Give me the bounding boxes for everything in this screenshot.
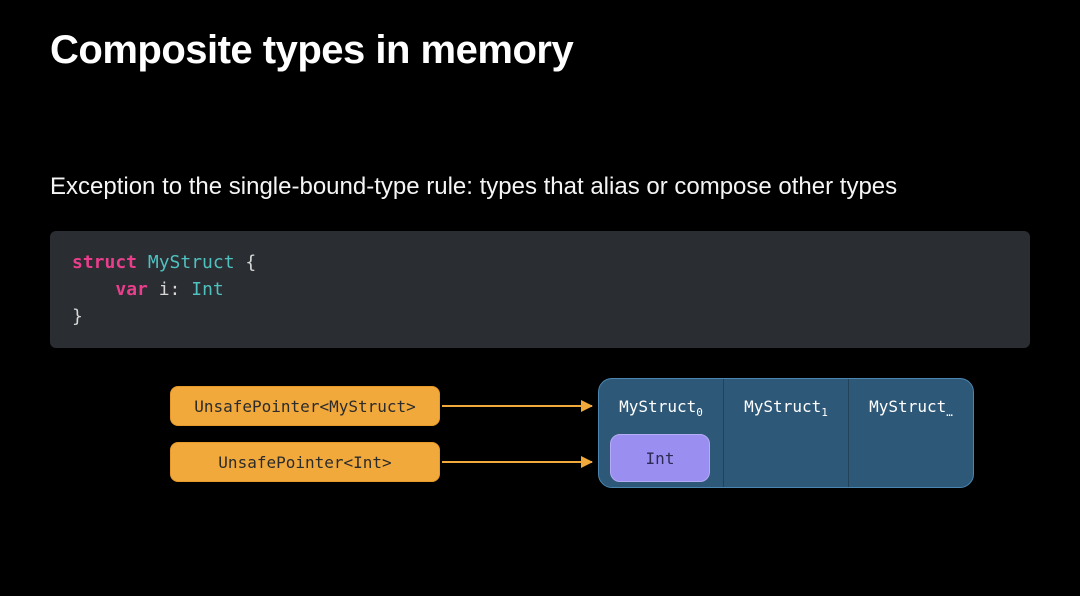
slide-subtitle: Exception to the single-bound-type rule:… bbox=[50, 173, 1030, 201]
memory-cell-1: MyStruct1 bbox=[723, 379, 848, 487]
arrow-to-int bbox=[442, 461, 592, 463]
int-box: Int bbox=[610, 434, 710, 482]
slide: Composite types in memory Exception to t… bbox=[0, 0, 1080, 596]
keyword-struct: struct bbox=[72, 252, 137, 273]
open-brace: { bbox=[235, 252, 257, 273]
indent bbox=[72, 279, 115, 300]
keyword-var: var bbox=[115, 279, 148, 300]
slide-title: Composite types in memory bbox=[50, 28, 1030, 73]
struct-name: MyStruct bbox=[148, 252, 235, 273]
close-brace: } bbox=[72, 306, 83, 327]
arrow-to-mystruct bbox=[442, 405, 592, 407]
cell0-base: MyStruct bbox=[619, 397, 696, 416]
pointer-int-box: UnsafePointer<Int> bbox=[170, 442, 440, 482]
cell1-sub: 1 bbox=[821, 406, 828, 419]
memory-diagram: UnsafePointer<MyStruct> UnsafePointer<In… bbox=[50, 386, 1030, 536]
cell1-base: MyStruct bbox=[744, 397, 821, 416]
member-decl: i: bbox=[148, 279, 191, 300]
cell2-sub: … bbox=[946, 406, 953, 419]
code-block: struct MyStruct { var i: Int } bbox=[50, 231, 1030, 348]
memory-cell-2: MyStruct… bbox=[848, 379, 973, 487]
cell2-base: MyStruct bbox=[869, 397, 946, 416]
pointer-mystruct-box: UnsafePointer<MyStruct> bbox=[170, 386, 440, 426]
member-type: Int bbox=[191, 279, 224, 300]
cell0-sub: 0 bbox=[696, 406, 703, 419]
